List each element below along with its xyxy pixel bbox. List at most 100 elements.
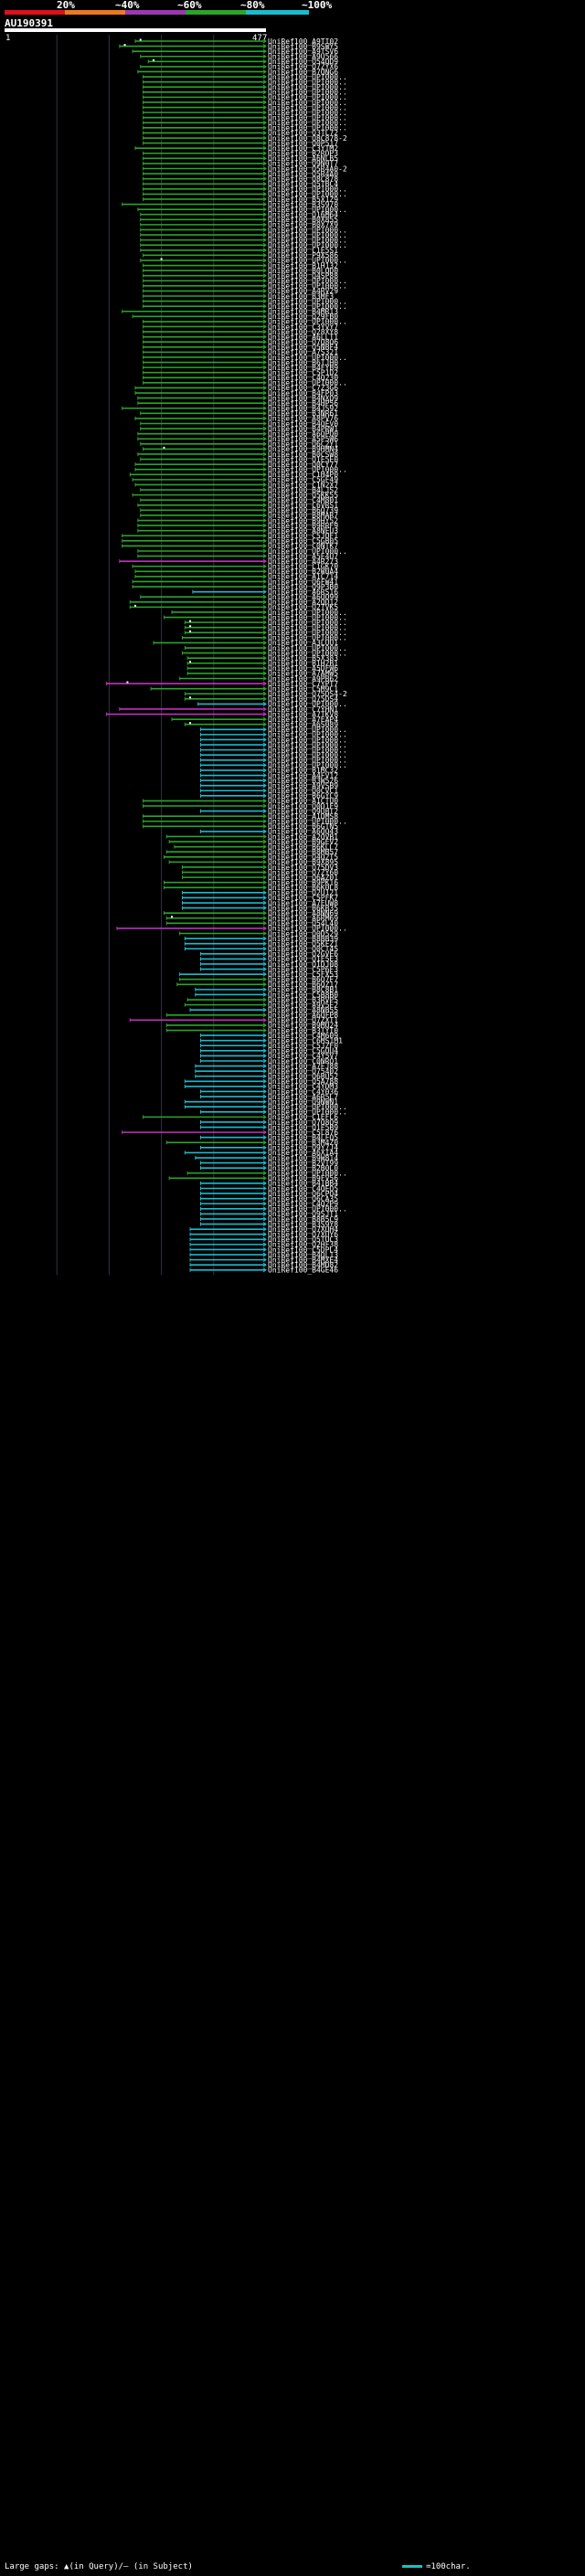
hit-row[interactable]: UniRef100_UPI000..	[186, 1170, 347, 1178]
hit-label[interactable]: UniRef100_C5GF49	[268, 476, 338, 484]
hit-row[interactable]: UniRef100_B3M4Z0	[165, 1139, 338, 1147]
hit-label[interactable]: UniRef100_UPI000..	[268, 190, 347, 198]
hit-row[interactable]: UniRef100_P9X586	[143, 251, 339, 260]
hit-label[interactable]: UniRef100_Q6BU52	[268, 1073, 338, 1081]
hit-label[interactable]: UniRef100_A8NN69	[268, 909, 338, 917]
hit-label[interactable]: UniRef100_C1N2X7	[268, 481, 338, 489]
hit-row[interactable]: UniRef100_A6QQ99	[140, 593, 339, 601]
hit-row[interactable]: UniRef100_C5PFK7	[181, 894, 338, 902]
hit-row[interactable]: UniRef100_UPI000..	[140, 226, 347, 234]
hit-row[interactable]: UniRef100_Q2GVE6	[200, 950, 339, 959]
hit-label[interactable]: UniRef100_A7AMW5	[268, 670, 338, 678]
hit-row[interactable]: UniRef100_UPI000..	[134, 466, 347, 474]
hit-row[interactable]: UniRef100_B9GEV2	[168, 838, 338, 846]
hit-label[interactable]: UniRef100_B8MAR7	[268, 512, 338, 520]
hit-row[interactable]: UniRef100_A5DFW6	[186, 664, 338, 673]
hit-label[interactable]: UniRef100_A9VSB9	[268, 781, 338, 790]
hit-label[interactable]: UniRef100_B3W526	[268, 777, 338, 785]
hit-row[interactable]: UniRef100_UPI000..	[200, 746, 347, 754]
hit-row[interactable]: UniRef100_UPI000..	[143, 93, 347, 101]
hit-row[interactable]: UniRef100_B0X855	[140, 216, 339, 224]
hit-label[interactable]: UniRef100_UPI000..	[268, 700, 347, 708]
hit-row[interactable]: UniRef100_UPI000..	[143, 119, 347, 127]
hit-label[interactable]: UniRef100_B2RDP3	[268, 150, 338, 158]
hit-label[interactable]: UniRef100_A1CTU0	[268, 797, 338, 805]
hit-label[interactable]: UniRef100_UPI000..	[268, 624, 347, 632]
hit-row[interactable]: UniRef100_B6QZ17	[176, 981, 338, 989]
hit-row[interactable]: UniRef100_Q9N0T7	[143, 160, 339, 168]
hit-row[interactable]: UniRef100_A1C714	[134, 573, 338, 581]
hit-label[interactable]: UniRef100_UPI000..	[268, 318, 347, 326]
hit-row[interactable]: UniRef100_B4JS92	[122, 405, 339, 413]
hit-row[interactable]: UniRef100_UPI000..	[137, 206, 347, 214]
hit-label[interactable]: UniRef100_A6S089	[268, 721, 338, 729]
hit-row[interactable]: UniRef100_Q6FW41	[132, 578, 338, 586]
hit-row[interactable]: UniRef100_B3NR61	[140, 409, 339, 418]
hit-label[interactable]: UniRef100_UPI000..	[268, 925, 347, 933]
hit-row[interactable]: UniRef100_A1CTU0	[143, 797, 339, 805]
hit-label[interactable]: UniRef100_C3YVY7	[268, 323, 338, 331]
hit-row[interactable]: UniRef100_A2QD12	[129, 599, 338, 607]
hit-label[interactable]: UniRef100_C5PFK7	[268, 894, 338, 902]
hit-label[interactable]: UniRef100_B8C8B1	[268, 986, 338, 994]
hit-row[interactable]: UniRef100_B4IBB4	[200, 1180, 339, 1188]
hit-label[interactable]: UniRef100_P9X586	[268, 251, 338, 260]
hit-row[interactable]: UniRef100_Q9NWN1	[184, 1097, 338, 1106]
hit-label[interactable]: UniRef100_A2QVB1	[268, 832, 338, 841]
hit-label[interactable]: UniRef100_C5M9C1	[268, 684, 338, 693]
hit-row[interactable]: UniRef100_UPI000..	[143, 302, 347, 311]
hit-label[interactable]: UniRef100_UPI000..	[268, 93, 347, 101]
hit-row[interactable]: UniRef100_Q9UBT2	[200, 807, 339, 815]
hit-row[interactable]: UniRef100_A7AMW5	[186, 670, 338, 678]
hit-row[interactable]: UniRef100_UPI000..	[143, 818, 347, 826]
hit-row[interactable]: UniRef100_UPI000..	[143, 318, 347, 326]
hit-row[interactable]: UniRef100_UPI000..	[143, 99, 347, 107]
hit-label[interactable]: UniRef100_A7EJ88	[268, 1062, 338, 1070]
hit-row[interactable]: UniRef100_UPI000..	[200, 726, 347, 734]
hit-row[interactable]: UniRef100_UPI000..	[143, 109, 347, 117]
hit-row[interactable]: UniRef100_C1GK70	[132, 563, 338, 571]
hit-row[interactable]: UniRef100_C3YVY7	[143, 323, 339, 331]
hit-label[interactable]: UniRef100_UPI000..	[268, 114, 347, 122]
hit-row[interactable]: UniRef100_Q6CPQ4	[200, 1190, 339, 1198]
hit-label[interactable]: UniRef100_Q0CVC1	[268, 787, 338, 795]
hit-row[interactable]: UniRef100_C1E5S1	[140, 247, 339, 255]
hit-row[interactable]: UniRef100_Q2TVK5	[129, 603, 338, 611]
hit-label[interactable]: UniRef100_B4HP56	[268, 399, 338, 408]
hit-label[interactable]: UniRef100_UPI000..	[268, 1103, 347, 1111]
hit-label[interactable]: UniRef100_Q0D1F9	[268, 802, 338, 811]
hit-row[interactable]: UniRef100_C7YHN1	[119, 705, 338, 714]
hit-label[interactable]: UniRef100_C6MS1M1	[268, 1036, 343, 1044]
hit-row[interactable]: UniRef100_B4QL13	[189, 1251, 338, 1259]
hit-row[interactable]: UniRef100_B3S9Y8	[200, 1220, 339, 1228]
hit-label[interactable]: UniRef100_Q1E5E3	[268, 955, 338, 963]
hit-label[interactable]: UniRef100_B6QZ17	[268, 981, 338, 989]
hit-row[interactable]: UniRef100_C5GB05	[122, 537, 339, 546]
hit-label[interactable]: UniRef100_A4FV12	[268, 771, 338, 779]
hit-row[interactable]: UniRef100_C5GF49	[132, 476, 338, 484]
hit-label[interactable]: UniRef100_C5JZF0	[268, 1042, 338, 1050]
hit-row[interactable]: UniRef100_UPI000..	[197, 700, 347, 708]
hit-label[interactable]: UniRef100_B5X1Z9	[268, 196, 338, 204]
hit-row[interactable]: UniRef100_UPI000..	[143, 89, 347, 97]
hit-label[interactable]: UniRef100_UPI000..	[268, 257, 347, 265]
hit-label[interactable]: UniRef100_B4FP03	[268, 389, 338, 398]
hit-label[interactable]: UniRef100_B6Q739	[268, 506, 338, 514]
hit-row[interactable]: UniRef100_B9FV56	[168, 1174, 338, 1182]
hit-label[interactable]: UniRef100_Q2HF38	[268, 1241, 338, 1249]
hit-row[interactable]: UniRef100_B0LQD0	[143, 267, 339, 275]
hit-label[interactable]: UniRef100_UPI000..	[268, 1205, 347, 1214]
hit-row[interactable]: UniRef100_UPI000..	[200, 1205, 347, 1214]
hit-row[interactable]: UniRef100_UPI000..	[200, 736, 347, 744]
hit-label[interactable]: UniRef100_Q7XUH4	[268, 1225, 338, 1234]
hit-label[interactable]: UniRef100_Q4Q2T5	[268, 853, 338, 862]
hit-label[interactable]: UniRef100_UPI000..	[268, 649, 347, 657]
hit-row[interactable]: UniRef100_B4NXQ9	[137, 394, 338, 402]
hit-row[interactable]: UniRef100_Q6BU52	[195, 1073, 338, 1081]
hit-row[interactable]: UniRef100_B9RRF9	[137, 522, 338, 530]
hit-label[interactable]: UniRef100_C5GB05	[268, 537, 338, 546]
hit-label[interactable]: UniRef100_C4QEQ5	[268, 1184, 338, 1193]
hit-row[interactable]: UniRef100_B6Q7F7	[179, 976, 339, 984]
hit-label[interactable]: UniRef100_C4M609	[268, 1032, 338, 1040]
hit-row[interactable]: UniRef100_UPI000..	[143, 103, 347, 111]
